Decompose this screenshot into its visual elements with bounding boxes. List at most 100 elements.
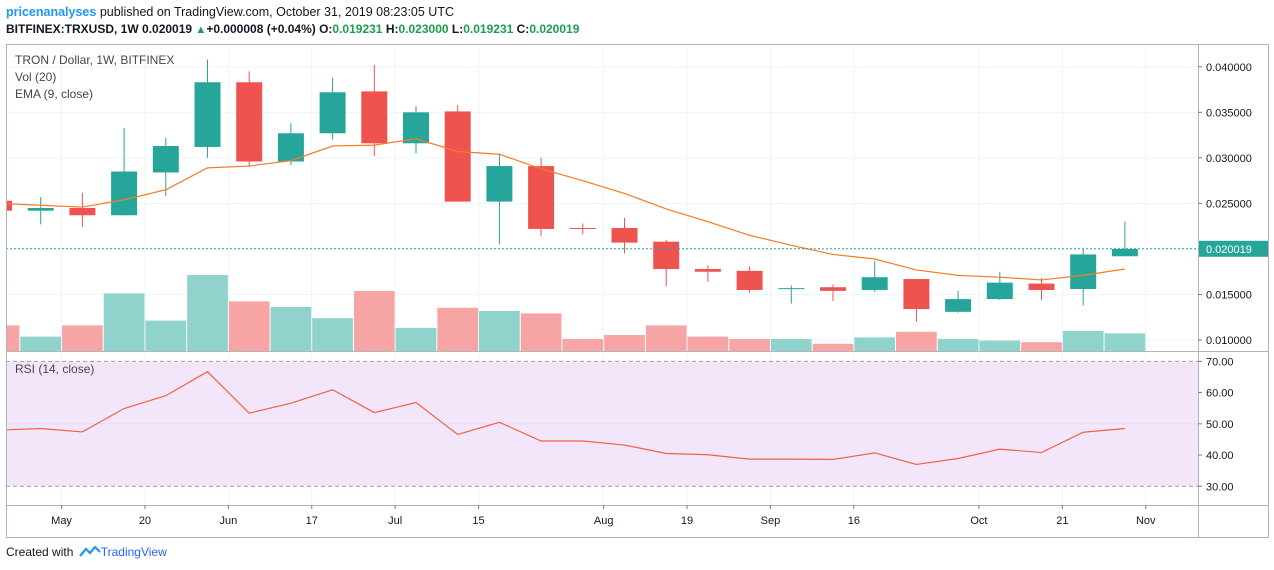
up-triangle-icon: ▲ (195, 24, 207, 36)
candle-body (69, 207, 96, 216)
high-label: H: (385, 22, 399, 36)
price-tick-label: 0.015000 (1206, 290, 1252, 302)
volume-bar (1062, 331, 1104, 351)
candle-body (903, 279, 930, 310)
candle-body (361, 91, 388, 144)
volume-bar (979, 340, 1021, 351)
symbol-label: BITFINEX:TRXUSD, 1W (6, 22, 139, 36)
volume-bar (1021, 342, 1062, 351)
candle-body (986, 282, 1013, 300)
price-pane (6, 59, 1146, 351)
published-text: published on TradingView.com, October 31… (99, 5, 454, 19)
rsi-tick-label: 60.00 (1206, 388, 1234, 400)
close-value: 0.020019 (529, 22, 580, 36)
candle-body (861, 277, 888, 290)
volume-bar (687, 336, 729, 351)
ohlc-header: BITFINEX:TRXUSD, 1W 0.020019 ▲+0.000008 … (6, 22, 579, 36)
candle-body (444, 111, 471, 202)
rsi-legend[interactable]: RSI (14, close) (15, 362, 95, 376)
footer: Created with TradingView (6, 545, 167, 559)
candle-body (778, 288, 805, 290)
candle-body (194, 82, 221, 147)
candle-body (277, 133, 304, 162)
volume-bar (103, 293, 145, 351)
time-tick-label: 19 (681, 515, 693, 527)
volume-bar (1104, 333, 1146, 351)
candle-body (653, 241, 680, 270)
candle-body (27, 207, 54, 211)
candle-body (6, 200, 12, 211)
volume-bar (854, 337, 896, 351)
volume-bar (145, 320, 187, 351)
volume-bar (228, 301, 270, 351)
price-tick-label: 0.010000 (1206, 335, 1252, 347)
tradingview-logo-icon (78, 546, 101, 557)
volume-legend[interactable]: Vol (20) (15, 70, 57, 84)
time-tick-label: Nov (1136, 515, 1156, 527)
candle-body (945, 299, 972, 312)
rsi-pane (6, 370, 1125, 466)
high-value: 0.023000 (398, 22, 449, 36)
volume-bar (604, 335, 645, 351)
close-label: C: (516, 22, 530, 36)
open-label: O: (319, 22, 333, 36)
ema-line (6, 138, 1125, 281)
volume-bar (437, 307, 479, 351)
volume-bar (645, 325, 687, 351)
candle-body (486, 166, 513, 202)
candle-body (820, 287, 846, 291)
volume-bar (896, 331, 937, 351)
time-tick-label: Sep (761, 515, 781, 527)
candle-body (569, 228, 596, 230)
rsi-tick-label: 70.00 (1206, 356, 1234, 368)
low-label: L: (451, 22, 464, 36)
time-tick-label: May (51, 515, 72, 527)
candle-body (1111, 248, 1138, 257)
rsi-tick-label: 40.00 (1206, 450, 1234, 462)
volume-bar (312, 318, 353, 351)
candle-body (736, 270, 763, 290)
price-tick-label: 0.025000 (1206, 198, 1252, 210)
ema-legend[interactable]: EMA (9, close) (15, 87, 94, 101)
candle-body (319, 92, 346, 134)
volume-bar (937, 339, 979, 351)
volume-bar (479, 311, 520, 351)
price-tick-label: 0.035000 (1206, 107, 1252, 119)
candle-body (403, 112, 429, 144)
time-tick-label: 17 (306, 515, 318, 527)
publish-header: pricenanalyses published on TradingView.… (6, 5, 454, 19)
candle-body (694, 269, 721, 272)
time-tick-label: Jun (219, 515, 237, 527)
candle-body (152, 146, 179, 173)
rsi-tick-label: 30.00 (1206, 481, 1234, 493)
volume-bar (812, 343, 854, 351)
time-tick-label: 20 (139, 515, 151, 527)
time-tick-label: Aug (594, 515, 614, 527)
price-tick-label: 0.030000 (1206, 153, 1252, 165)
last-price-tag (1199, 240, 1269, 257)
last-price-tag-label: 0.020019 (1206, 244, 1252, 256)
time-tick-label: 16 (848, 515, 860, 527)
volume-bar (20, 336, 62, 351)
candle-body (611, 228, 638, 243)
price-tick-label: 0.040000 (1206, 62, 1252, 74)
volume-bar (520, 313, 562, 351)
symbol-legend[interactable]: TRON / Dollar, 1W, BITFINEX (15, 53, 175, 67)
tradingview-brand-link[interactable]: TradingView (100, 545, 167, 559)
last-price-value: 0.020019 (142, 22, 193, 36)
volume-bar (62, 325, 103, 351)
rsi-tick-label: 50.00 (1206, 419, 1234, 431)
candle-body (1028, 283, 1055, 290)
chart-frame (6, 44, 1269, 538)
time-tick-label: 15 (472, 515, 484, 527)
candle-body (111, 171, 138, 216)
low-value: 0.019231 (463, 22, 514, 36)
author-link[interactable]: pricenanalyses (6, 5, 97, 19)
rsi-line (6, 370, 1125, 466)
volume-bar (187, 275, 228, 351)
volume-bar (729, 339, 770, 351)
candle-body (1070, 254, 1097, 290)
volume-bar (770, 339, 812, 351)
time-tick-label: Oct (970, 515, 987, 527)
